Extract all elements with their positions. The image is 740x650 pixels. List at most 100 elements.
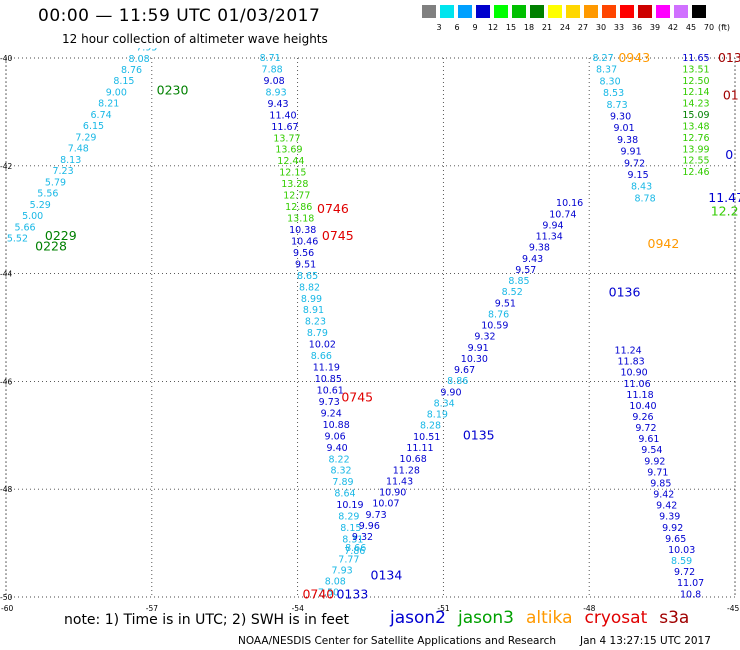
legend-swatch-39 — [638, 5, 652, 18]
lon-tick-label: -57 — [146, 604, 158, 613]
wave-height-value: 9.42 — [656, 501, 677, 512]
wave-height-value: 10.51 — [413, 432, 440, 443]
legend-label-70: 70 — [703, 23, 715, 32]
wave-height-value: 8.66 — [345, 543, 366, 554]
wave-height-value: 14.23 — [682, 99, 709, 110]
wave-height-value: 8.15 — [340, 523, 361, 534]
satellite-legend: jason2 jason3 altika cryosat s3a — [390, 608, 701, 628]
wave-height-value: 7.23 — [52, 166, 73, 177]
satellite-s3a: s3a — [659, 608, 690, 628]
wave-height-value: 9.40 — [327, 443, 348, 454]
legend-swatch-45 — [674, 5, 688, 18]
legend-swatch-33 — [602, 5, 616, 18]
wave-height-value: 8.65 — [297, 271, 318, 282]
pass-time-label: 12.2 — [711, 204, 739, 219]
wave-height-value: 5.00 — [22, 211, 43, 222]
wave-height-value: 13.99 — [682, 144, 709, 155]
wave-height-value: 11.11 — [406, 443, 433, 454]
wave-height-value: 11.07 — [677, 578, 704, 589]
wave-height-value: 9.08 — [264, 76, 285, 87]
wave-height-value: 12.55 — [682, 156, 709, 167]
legend-swatch-3 — [422, 5, 436, 18]
wave-height-value: 8.64 — [334, 489, 355, 500]
wave-height-value: 9.72 — [624, 158, 645, 169]
lon-tick-label: -51 — [437, 604, 449, 613]
legend-label-15: 15 — [505, 23, 517, 32]
legend-label-27: 27 — [577, 23, 589, 32]
wave-height-value: 12.14 — [682, 87, 709, 98]
wave-height-value: 13.51 — [682, 64, 709, 75]
pass-time-label: 0746 — [317, 201, 349, 216]
footer-credit: NOAA/NESDIS Center for Satellite Applica… — [238, 635, 556, 647]
wave-height-value: 8.76 — [488, 309, 509, 320]
wave-height-value: 8.43 — [631, 182, 652, 193]
wave-height-value: 13.48 — [682, 121, 709, 132]
wave-height-value: 7.86 — [344, 546, 365, 557]
wave-height-value: 8.28 — [420, 421, 441, 432]
wave-height-value: 9.94 — [542, 220, 563, 231]
footer-note: note: 1) Time is in UTC; 2) SWH is in fe… — [64, 612, 350, 628]
legend-label-24: 24 — [559, 23, 571, 32]
legend-swatch-18 — [512, 5, 526, 18]
wave-height-value: 8.78 — [634, 193, 655, 204]
wave-height-value: 10.02 — [309, 340, 336, 351]
wave-height-value: 9.71 — [647, 467, 668, 478]
legend-label-6: 6 — [454, 23, 460, 32]
pass-time-label: 0943 — [618, 50, 650, 65]
legend-label-36: 36 — [631, 23, 643, 32]
wave-height-value: 9.96 — [359, 521, 380, 532]
pass-time-label: 11.47 — [708, 190, 740, 205]
wave-height-value: 9.43 — [267, 99, 288, 110]
lon-tick-label: -60 — [1, 604, 13, 613]
legend-swatch-42 — [656, 5, 670, 18]
lat-tick-label: -40 — [0, 54, 12, 63]
wave-height-value: 12.86 — [285, 202, 312, 213]
wave-height-value: 8.31 — [342, 535, 363, 546]
wave-height-value: 11.06 — [623, 379, 650, 390]
wave-height-value: 11.24 — [615, 346, 642, 357]
wave-height-value: 7.50 — [318, 588, 339, 599]
wave-height-value: 13.77 — [273, 133, 300, 144]
legend-swatch-9 — [458, 5, 472, 18]
wave-height-value: 9.42 — [653, 490, 674, 501]
wave-height-value: 9.73 — [366, 510, 387, 521]
wave-height-value: 10.59 — [481, 321, 508, 332]
wave-height-value: 9.65 — [665, 534, 686, 545]
pass-time-label: 0942 — [648, 236, 680, 251]
wave-height-value: 8.19 — [427, 410, 448, 421]
legend-swatch-21 — [530, 5, 544, 18]
legend-label-12: 12 — [487, 23, 499, 32]
wave-height-value: 8.32 — [330, 466, 351, 477]
wave-height-value: 10.61 — [317, 385, 344, 396]
wave-height-value: 9.43 — [522, 254, 543, 265]
legend-unit: (ft) — [717, 23, 731, 32]
pass-time-label: 0230 — [157, 82, 189, 97]
wave-height-value: 7.29 — [75, 132, 96, 143]
wave-height-value: 8.79 — [307, 328, 328, 339]
pass-time-label: 0133 — [336, 586, 368, 601]
pass-time-label: 0745 — [322, 228, 354, 243]
wave-height-value: 8.59 — [671, 556, 692, 567]
lon-tick-label: -54 — [292, 604, 304, 613]
wave-height-value: 8.82 — [299, 282, 320, 293]
wave-height-value: 7.95 — [136, 43, 157, 54]
wave-height-value: 9.51 — [495, 298, 516, 309]
wave-height-value: 11.83 — [618, 357, 645, 368]
wave-height-value: 9.38 — [529, 243, 550, 254]
wave-height-value: 10.46 — [291, 236, 318, 247]
wave-height-value: 9.73 — [319, 397, 340, 408]
wave-height-value: 9.30 — [610, 111, 631, 122]
pass-time-label: 0135 — [463, 427, 495, 442]
wave-height-value: 8.85 — [508, 276, 529, 287]
legend-label-45: 45 — [685, 23, 697, 32]
wave-height-value: 8.27 — [592, 53, 613, 64]
wave-height-value: 12.76 — [682, 133, 709, 144]
legend-swatch-12 — [476, 5, 490, 18]
wave-height-value: 7.90 — [144, 31, 165, 42]
wave-height-value: 10.8 — [680, 589, 701, 600]
wave-height-value: 8.23 — [305, 317, 326, 328]
lon-tick-label: -48 — [583, 604, 595, 613]
legend-label-21: 21 — [541, 23, 553, 32]
wave-height-value: 10.88 — [323, 420, 350, 431]
